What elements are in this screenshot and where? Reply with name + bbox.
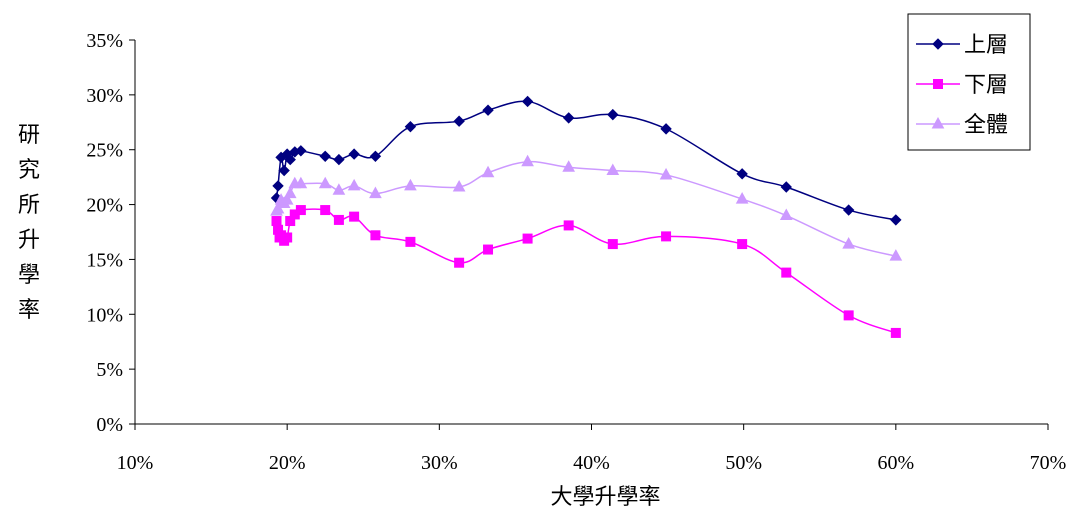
data-point	[319, 150, 331, 163]
data-point	[661, 231, 672, 242]
y-axis-title-char: 究	[18, 158, 40, 183]
data-point	[333, 153, 345, 166]
series-3	[270, 154, 903, 261]
data-point	[283, 186, 297, 199]
y-tick-label: 25%	[86, 140, 123, 162]
x-axis-title: 大學升學率	[550, 485, 660, 510]
data-point	[280, 193, 294, 205]
data-point	[736, 168, 748, 180]
x-tick-label: 30%	[421, 452, 458, 474]
data-point	[272, 180, 284, 192]
legend-marker	[933, 79, 943, 89]
data-point	[890, 214, 902, 226]
legend-label: 上層	[964, 33, 1008, 58]
data-point	[842, 237, 856, 249]
data-point	[282, 232, 293, 243]
data-point	[349, 211, 360, 222]
series-1	[270, 95, 902, 226]
legend-marker	[931, 116, 945, 129]
data-point	[843, 310, 854, 321]
data-point	[454, 257, 465, 268]
data-point	[348, 148, 360, 160]
data-point	[295, 205, 306, 216]
legend-item: 全體	[916, 113, 1008, 138]
legend-box	[907, 13, 1031, 151]
data-point	[347, 178, 361, 191]
series-2	[271, 205, 901, 338]
data-point	[779, 208, 793, 221]
data-point	[369, 150, 382, 163]
data-point	[320, 205, 331, 216]
axes: 0% 5% 10% 15% 20% 25% 30% 35% 10% 20% 30% 40% 50% 60%…	[86, 30, 1066, 474]
data-point	[735, 192, 749, 204]
data-point	[404, 120, 417, 133]
x-tick-label: 50%	[725, 452, 762, 474]
x-tick-label: 20%	[269, 452, 306, 474]
x-tick-label: 40%	[573, 452, 610, 474]
data-point	[842, 204, 855, 216]
legend-item: 上層	[916, 33, 1008, 58]
data-point	[369, 186, 382, 199]
y-tick-label: 15%	[86, 249, 123, 271]
y-axis-title-char: 所	[18, 193, 40, 218]
data-point	[295, 145, 307, 157]
series-line	[275, 100, 896, 221]
data-point	[404, 178, 417, 191]
data-point	[284, 153, 296, 166]
series-line	[275, 208, 897, 334]
y-tick-label: 20%	[86, 195, 123, 217]
x-tick-label: 60%	[877, 452, 914, 474]
y-axis-title-char: 升	[18, 228, 40, 253]
data-point	[370, 230, 381, 241]
data-point	[405, 236, 416, 247]
y-axis-title-char: 率	[18, 298, 40, 323]
series-line	[275, 160, 897, 257]
x-tick-label: 10%	[117, 452, 154, 474]
data-point	[562, 112, 575, 124]
data-point	[333, 214, 344, 225]
legend-label: 下層	[964, 73, 1008, 98]
data-point	[890, 327, 901, 338]
y-tick-label: 5%	[96, 359, 123, 381]
data-point	[522, 233, 533, 244]
y-tick-label: 35%	[86, 30, 123, 52]
data-point	[271, 216, 282, 227]
series-layer	[270, 95, 903, 338]
legend-marker	[932, 38, 944, 50]
y-axis-title-char: 研	[18, 123, 40, 148]
y-axis-title-char: 學	[18, 263, 40, 288]
data-point	[889, 249, 903, 261]
data-point	[563, 220, 574, 231]
data-point	[737, 239, 748, 250]
data-point	[562, 160, 576, 172]
data-point	[607, 108, 619, 121]
data-point	[483, 244, 494, 255]
data-point	[453, 115, 465, 127]
data-point	[660, 123, 672, 135]
data-point	[481, 165, 495, 178]
data-point	[659, 167, 673, 180]
data-point	[294, 176, 308, 189]
data-point	[521, 154, 534, 167]
y-tick-label: 30%	[86, 85, 123, 107]
x-tick-label: 70%	[1030, 452, 1067, 474]
data-point	[278, 164, 290, 177]
data-point	[332, 183, 346, 195]
data-point	[607, 239, 618, 250]
legend-item: 下層	[916, 73, 1008, 98]
data-point	[606, 163, 620, 176]
data-point	[452, 179, 466, 192]
y-tick-label: 10%	[86, 304, 123, 326]
data-point	[781, 267, 792, 278]
legend-label: 全體	[964, 113, 1008, 138]
data-point	[780, 181, 792, 193]
data-point	[318, 176, 332, 189]
data-point	[521, 95, 534, 108]
data-point	[482, 104, 494, 116]
y-tick-label: 0%	[96, 414, 123, 436]
y-axis-title: 研究所升學率	[18, 123, 40, 323]
